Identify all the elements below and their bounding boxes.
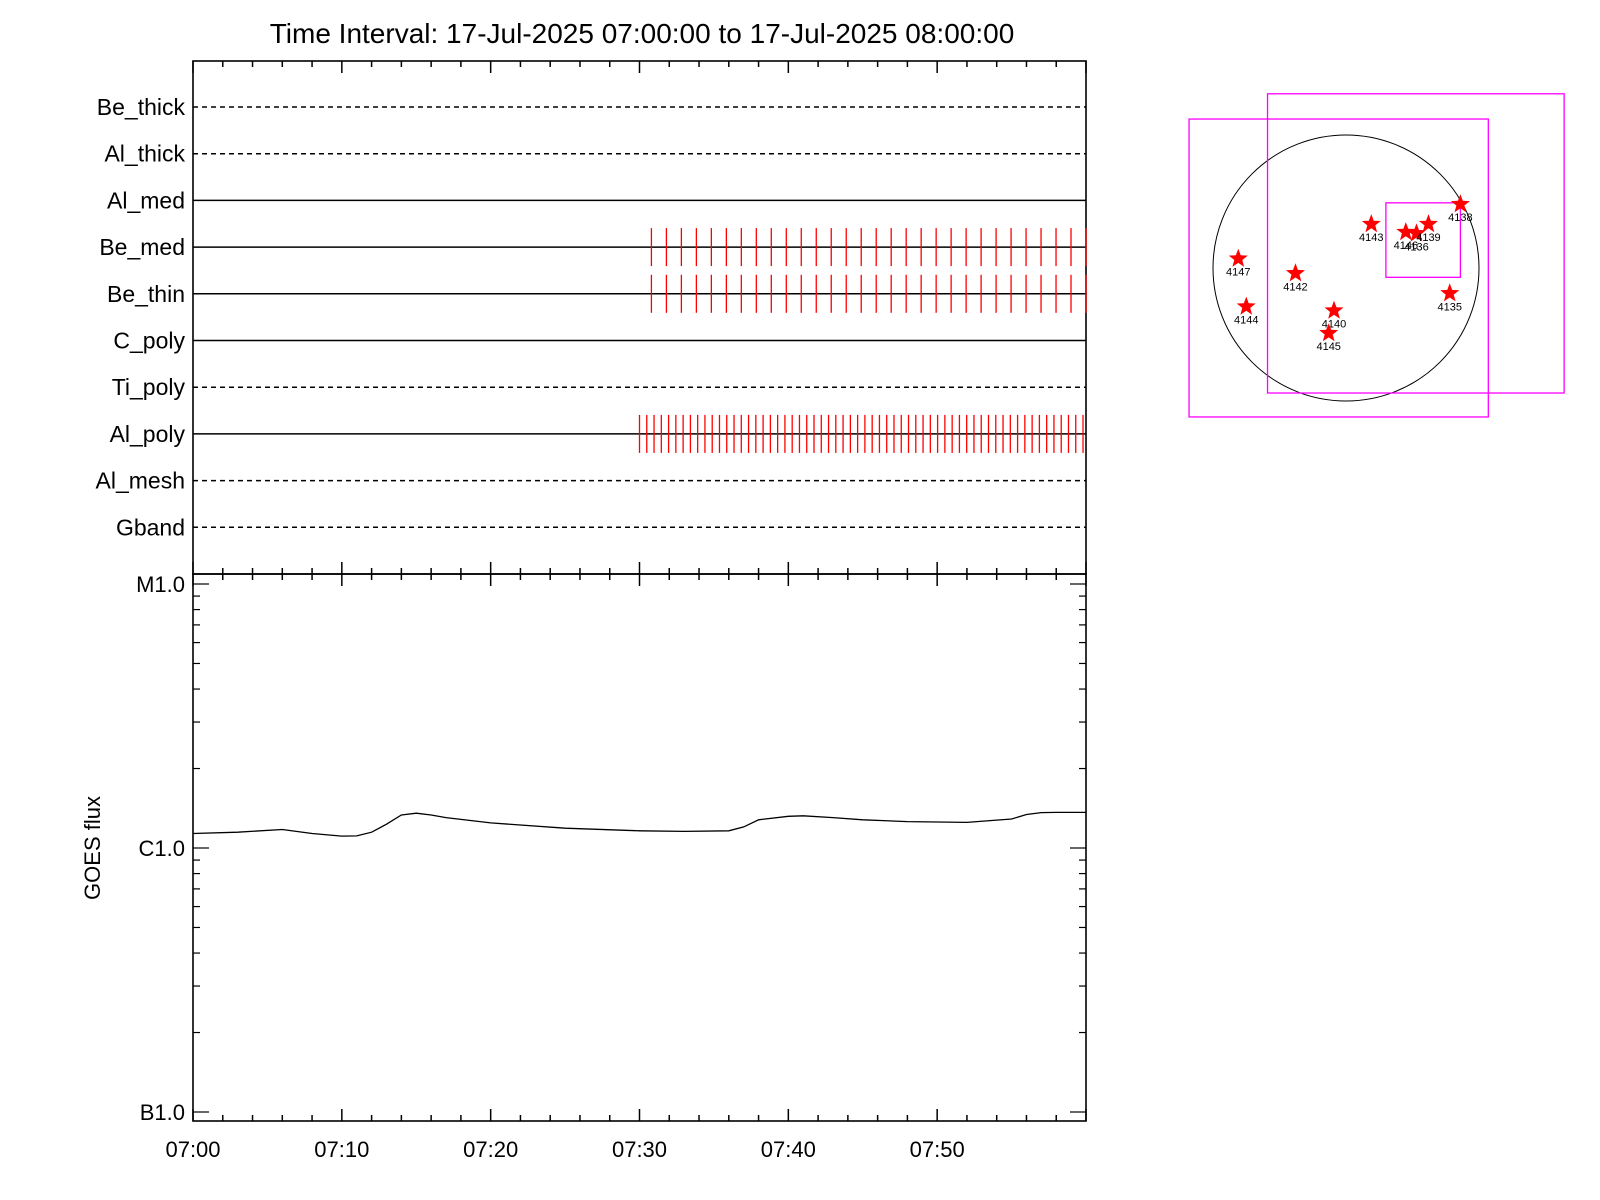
solar-disk <box>1212 134 1480 402</box>
region-star <box>1418 214 1438 233</box>
x-tick-label: 07:50 <box>910 1137 965 1162</box>
region-star <box>1324 300 1344 319</box>
x-tick-label: 07:20 <box>463 1137 518 1162</box>
region-star <box>1228 248 1248 267</box>
goes-flux-line <box>192 811 1086 837</box>
region-label: 4140 <box>1322 319 1346 331</box>
goes-panel-frame <box>192 573 1087 1122</box>
region-label: 4145 <box>1316 341 1340 353</box>
filter-label: Al_poly <box>110 421 186 447</box>
fov-box <box>1188 118 1489 418</box>
y-tick-label: M1.0 <box>136 572 185 597</box>
region-star <box>1440 283 1460 302</box>
x-tick-label: 07:40 <box>761 1137 816 1162</box>
fov-box <box>1385 202 1462 278</box>
region-star <box>1361 214 1381 233</box>
region-star <box>1319 323 1339 342</box>
fov-boxes <box>1188 93 1565 418</box>
region-label: 4139 <box>1416 232 1440 244</box>
region-label: 4136 <box>1404 241 1428 253</box>
y-axis-label: GOES flux <box>80 796 105 900</box>
region-label: 4144 <box>1234 315 1258 327</box>
filter-label: Al_mesh <box>96 468 185 494</box>
region-star <box>1396 222 1416 241</box>
chart-title: Time Interval: 17-Jul-2025 07:00:00 to 1… <box>270 18 1015 49</box>
x-tick-label: 07:00 <box>165 1137 220 1162</box>
filter-label: Al_med <box>107 187 185 213</box>
x-tick-label: 07:30 <box>612 1137 667 1162</box>
region-label: 4135 <box>1437 301 1461 313</box>
region-star <box>1236 296 1256 315</box>
filter-label: Ti_poly <box>112 374 186 400</box>
region-label: 4147 <box>1226 267 1250 279</box>
filter-panel: Be_thick Al_thick Al_med Be_med Be_thin C_pol… <box>96 60 1087 575</box>
filter-panel-frame <box>192 60 1087 575</box>
region-star <box>1450 194 1470 213</box>
filter-label: Be_med <box>99 234 185 260</box>
goes-flux-panel: 07:00 07:10 07:20 07:30 07:40 07:50 B1.0 C1.0 M1… <box>80 562 1087 1162</box>
filter-label: Be_thick <box>97 94 186 120</box>
region-label: 4143 <box>1359 232 1383 244</box>
filter-label: Be_thin <box>107 281 185 307</box>
region-label: 4146 <box>1394 240 1418 252</box>
y-tick-label: C1.0 <box>139 836 185 861</box>
region-star <box>1285 263 1305 282</box>
region-label: 4142 <box>1283 281 1307 293</box>
filter-label: Gband <box>116 514 185 540</box>
region-star <box>1407 223 1426 242</box>
filter-label: Al_thick <box>104 141 185 167</box>
fov-box <box>1266 93 1565 394</box>
x-tick-label: 07:10 <box>314 1137 369 1162</box>
filter-label: C_poly <box>113 328 185 354</box>
y-tick-label: B1.0 <box>140 1100 185 1125</box>
region-label: 4138 <box>1448 212 1472 224</box>
